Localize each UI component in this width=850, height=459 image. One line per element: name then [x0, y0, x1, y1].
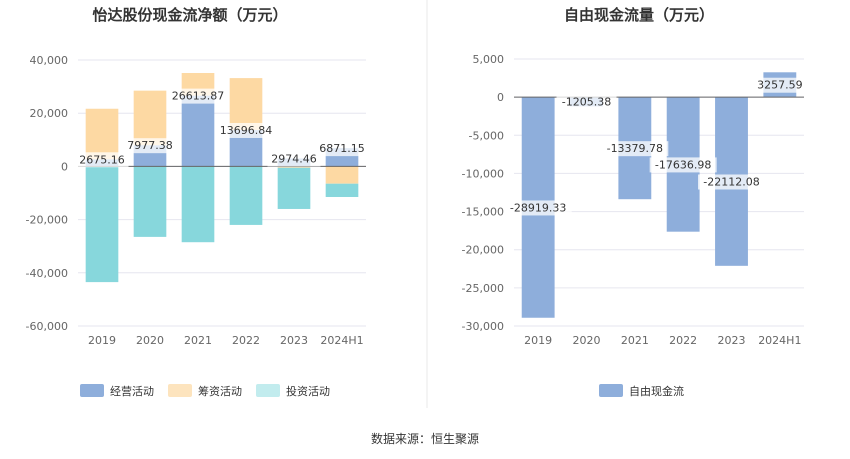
- x-tick-label: 2024H1: [758, 334, 801, 347]
- bar-financing: [326, 166, 359, 183]
- bar-financing: [86, 109, 119, 160]
- data-label: 26613.87: [172, 90, 225, 103]
- data-source-note: 数据来源：恒生聚源: [371, 431, 479, 446]
- y-tick-label: 0: [497, 91, 504, 104]
- bar-investing: [86, 166, 119, 282]
- data-label: 6871.15: [319, 142, 365, 155]
- y-tick-label: 0: [61, 160, 68, 173]
- bar-investing: [326, 184, 359, 197]
- bar-financing: [134, 91, 167, 146]
- x-tick-label: 2020: [573, 334, 601, 347]
- data-label: -28919.33: [510, 201, 566, 214]
- y-tick-label: -25,000: [462, 282, 504, 295]
- right-chart-y-axis: 5,000 0 -5,000 -10,000 -15,000 -20,000 -25,000…: [462, 53, 504, 333]
- chart-canvas: 怡达股份现金流净额（万元） 40,000 20,000 0 -20,000 -40,00…: [0, 0, 850, 459]
- y-tick-label: -20,000: [462, 244, 504, 257]
- left-chart-bars: [86, 73, 359, 282]
- legend-label-fcf[interactable]: 自由现金流: [629, 384, 684, 398]
- legend-label-financing[interactable]: 筹资活动: [198, 384, 242, 398]
- legend-swatch-fcf[interactable]: [599, 384, 623, 397]
- bar-investing: [278, 168, 311, 209]
- y-tick-label: -60,000: [26, 320, 68, 333]
- data-label: 2974.46: [271, 152, 317, 165]
- x-tick-label: 2021: [621, 334, 649, 347]
- bar-investing: [230, 166, 263, 225]
- legend-label-investing[interactable]: 投资活动: [286, 384, 330, 398]
- left-chart: 怡达股份现金流净额（万元） 40,000 20,000 0 -20,000 -40,00…: [26, 6, 369, 398]
- left-chart-x-axis: 2019 2020 2021 2022 2023 2024H1: [88, 334, 364, 347]
- data-label: -13379.78: [607, 142, 663, 155]
- bar-investing: [134, 166, 167, 236]
- legend-swatch-operating[interactable]: [80, 384, 104, 397]
- left-chart-title: 怡达股份现金流净额（万元）: [92, 6, 287, 24]
- x-tick-label: 2024H1: [320, 334, 363, 347]
- x-tick-label: 2019: [524, 334, 552, 347]
- data-label: 7977.38: [127, 139, 173, 152]
- data-label: -17636.98: [655, 158, 711, 171]
- data-label: -1205.38: [562, 96, 611, 109]
- data-label: 2675.16: [79, 153, 125, 166]
- right-chart-title: 自由现金流量（万元）: [564, 6, 714, 24]
- left-chart-y-axis: 40,000 20,000 0 -20,000 -40,000 -60,000: [26, 54, 68, 333]
- legend-swatch-investing[interactable]: [256, 384, 280, 397]
- y-tick-label: -20,000: [26, 214, 68, 227]
- left-chart-legend: 经营活动 筹资活动 投资活动: [80, 384, 330, 398]
- legend-label-operating[interactable]: 经营活动: [110, 384, 154, 398]
- y-tick-label: 5,000: [473, 53, 505, 66]
- legend-swatch-financing[interactable]: [168, 384, 192, 397]
- y-tick-label: -5,000: [469, 129, 504, 142]
- y-tick-label: 20,000: [30, 107, 69, 120]
- y-tick-label: -30,000: [462, 320, 504, 333]
- y-tick-label: -40,000: [26, 267, 68, 280]
- bar-investing: [182, 166, 215, 242]
- y-tick-label: -10,000: [462, 167, 504, 180]
- y-tick-label: -15,000: [462, 206, 504, 219]
- x-tick-label: 2021: [184, 334, 212, 347]
- x-tick-label: 2023: [718, 334, 746, 347]
- x-tick-label: 2023: [280, 334, 308, 347]
- data-label: -22112.08: [703, 175, 759, 188]
- x-tick-label: 2020: [136, 334, 164, 347]
- right-chart-x-axis: 2019 2020 2021 2022 2023 2024H1: [524, 334, 801, 347]
- x-tick-label: 2019: [88, 334, 116, 347]
- data-label: 13696.84: [220, 124, 273, 137]
- right-chart-legend: 自由现金流: [599, 384, 684, 398]
- right-chart: 自由现金流量（万元） 5,000 0 -5,000 -10,000 -15,000 -20…: [462, 6, 807, 398]
- x-tick-label: 2022: [232, 334, 260, 347]
- bar-operating: [182, 96, 215, 167]
- bar-financing: [230, 78, 263, 130]
- data-label: 3257.59: [757, 79, 803, 92]
- y-tick-label: 40,000: [30, 54, 69, 67]
- x-tick-label: 2022: [669, 334, 697, 347]
